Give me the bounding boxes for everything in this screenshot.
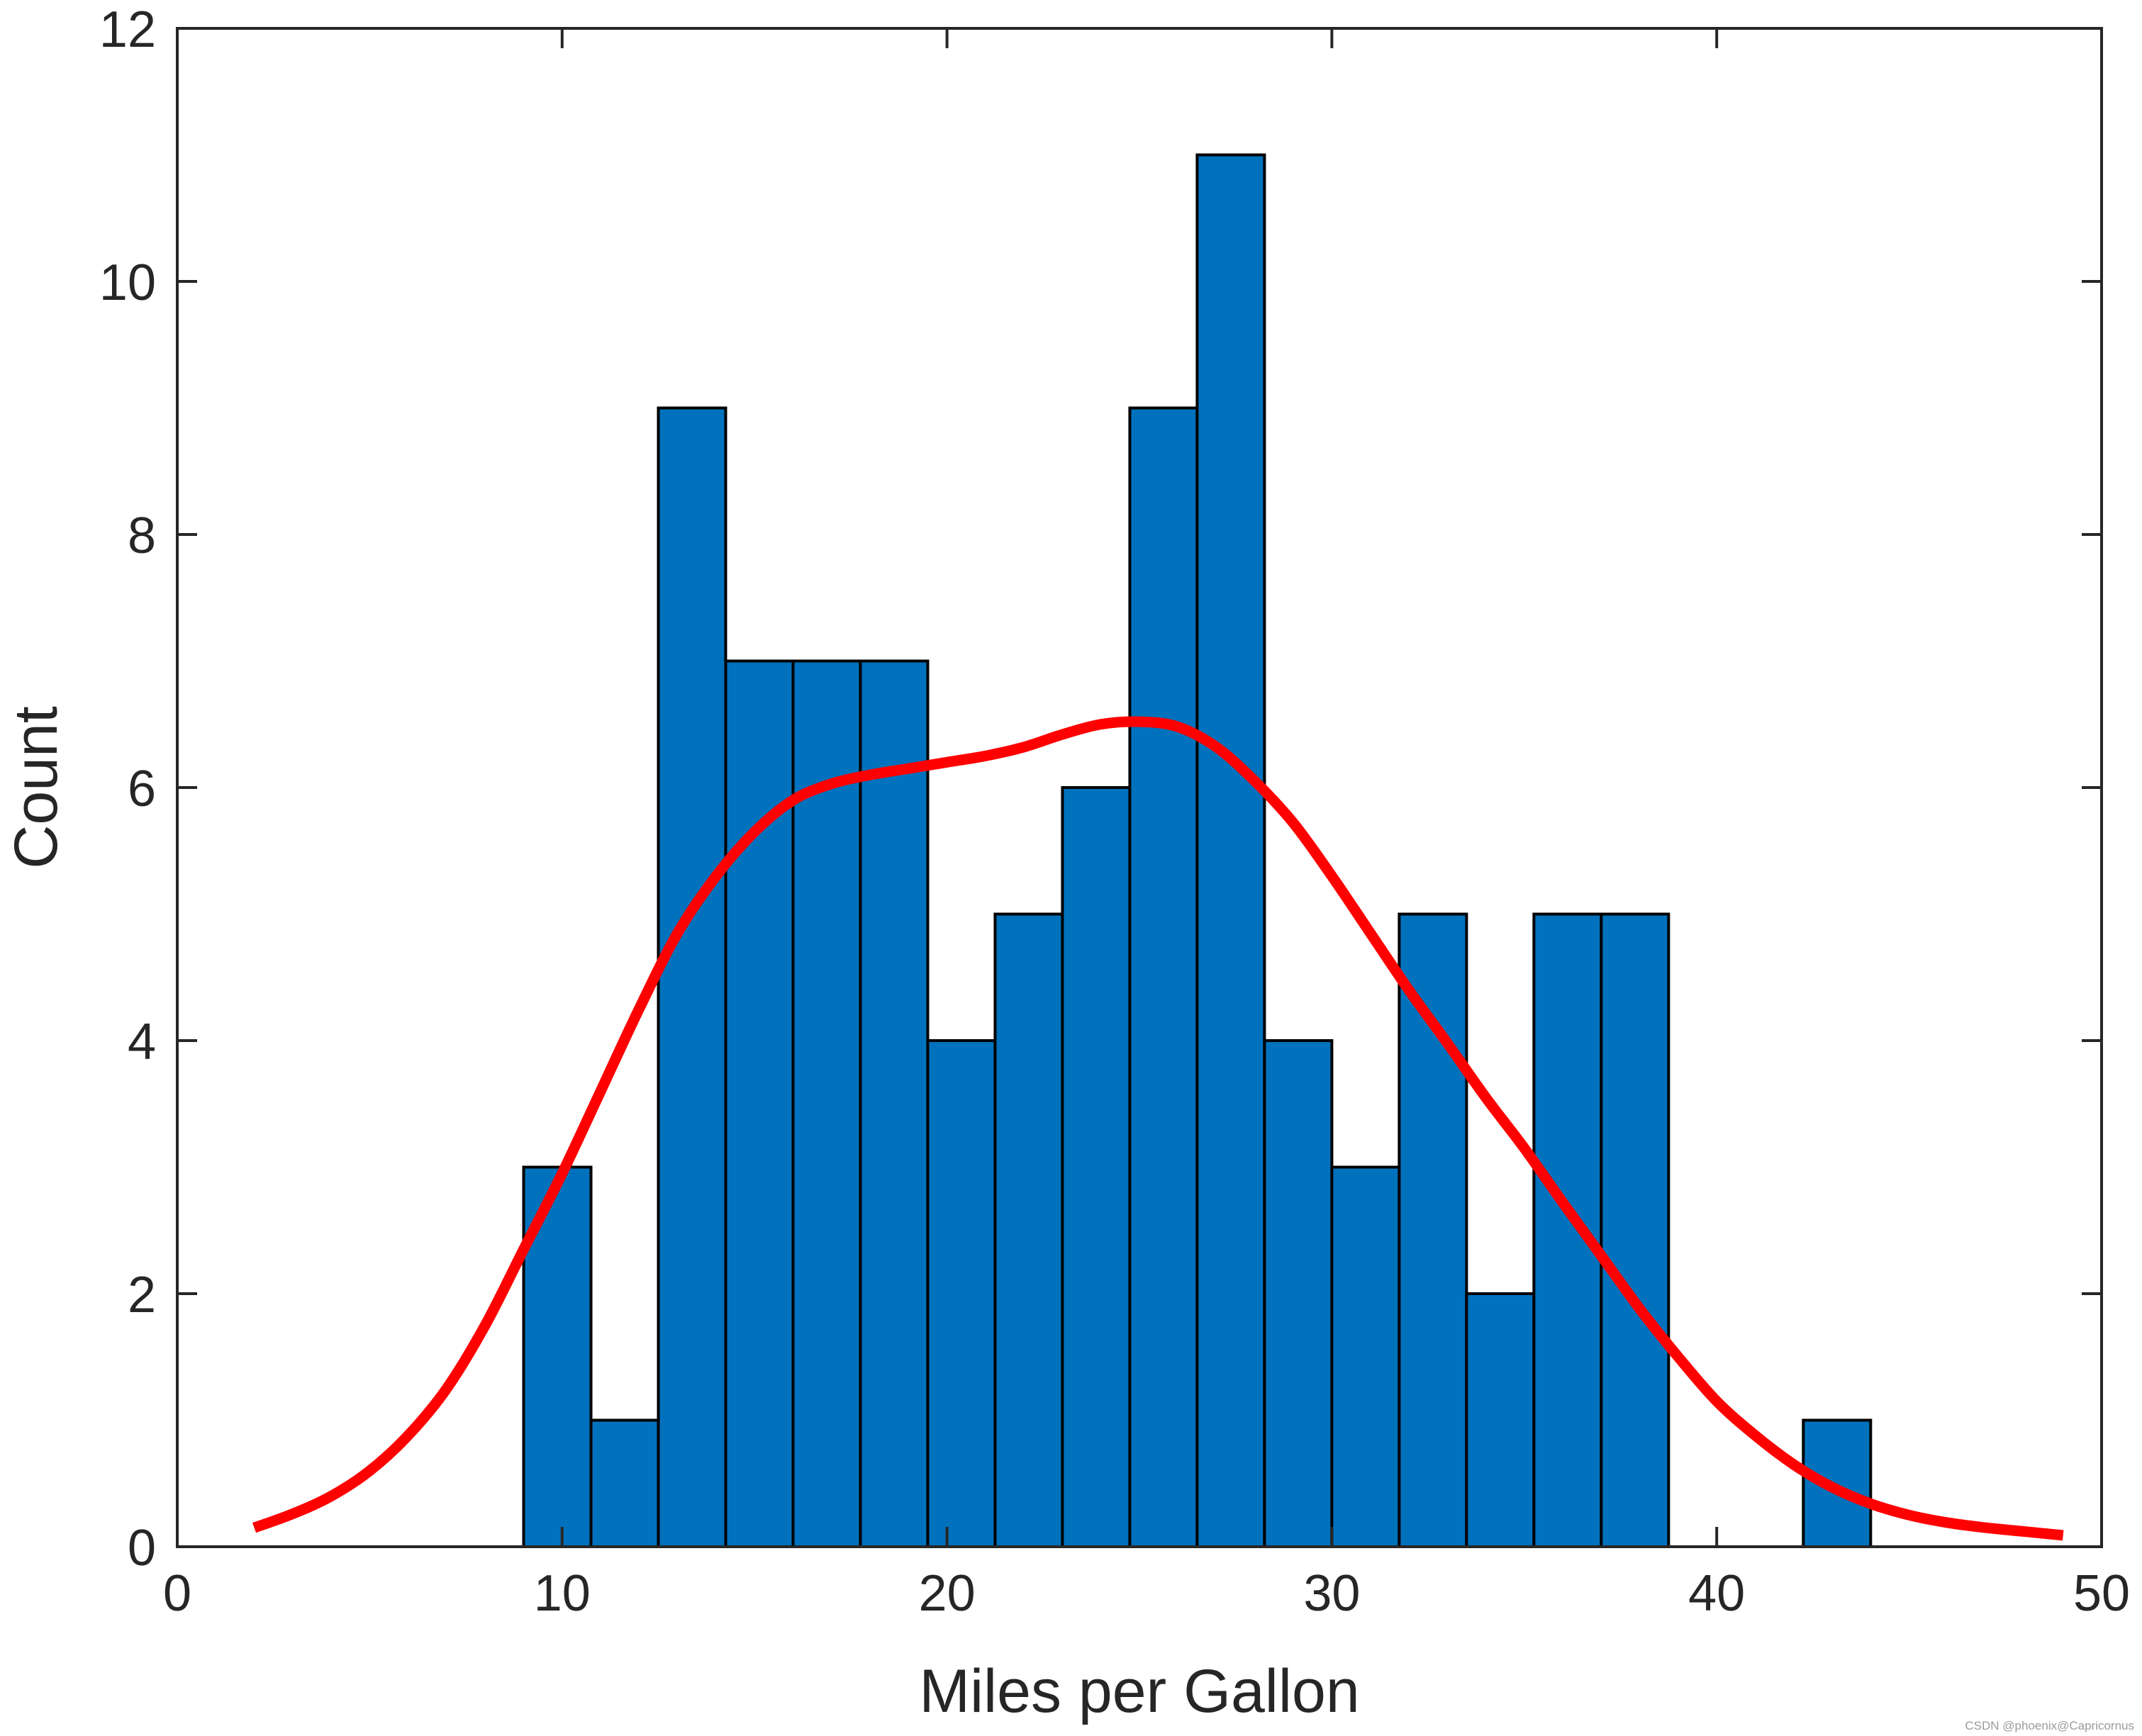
histogram-bar — [1398, 912, 1468, 1548]
histogram-bar — [1465, 1292, 1536, 1548]
histogram-bar — [1195, 153, 1266, 1548]
x-tick-label: 50 — [2073, 1565, 2130, 1622]
x-tick-label: 0 — [163, 1565, 191, 1622]
tick-labels: 0 10 20 30 40 50 0 2 4 6 8 10 12 — [99, 1, 2130, 1622]
x-tick-label: 20 — [919, 1565, 976, 1622]
histogram-bar — [1600, 912, 1670, 1548]
density-curve — [252, 716, 2064, 1541]
x-tick-label: 30 — [1303, 1565, 1360, 1622]
density-curve-layer — [252, 716, 2064, 1541]
histogram-bar — [1128, 406, 1199, 1548]
histogram-bar — [1263, 1039, 1334, 1548]
histogram-bars — [522, 153, 1873, 1548]
x-tick-label: 10 — [534, 1565, 591, 1622]
histogram-bar — [993, 912, 1064, 1548]
y-tick-label: 8 — [128, 508, 156, 564]
axes — [176, 27, 2103, 1548]
histogram-bar — [589, 1418, 660, 1548]
y-tick-label: 10 — [99, 254, 156, 311]
histogram-bar — [1532, 912, 1603, 1548]
y-axis-label: Count — [2, 706, 70, 869]
watermark: CSDN @phoenix@Capricornus — [1965, 1719, 2134, 1732]
histogram-bar — [1802, 1418, 1873, 1548]
y-tick-label: 2 — [128, 1267, 156, 1323]
y-tick-label: 4 — [128, 1014, 156, 1070]
histogram-bar — [657, 406, 727, 1548]
histogram-bar — [926, 1039, 997, 1548]
histogram-bar — [1330, 1165, 1401, 1548]
x-axis-label: Miles per Gallon — [919, 1657, 1359, 1725]
x-tick-label: 40 — [1688, 1565, 1745, 1622]
histogram-bar — [724, 659, 795, 1548]
y-tick-label: 0 — [128, 1520, 156, 1577]
histogram-bar — [859, 659, 930, 1548]
y-tick-label: 6 — [128, 761, 156, 817]
y-tick-label: 12 — [99, 1, 156, 58]
histogram-bar — [1061, 786, 1132, 1548]
